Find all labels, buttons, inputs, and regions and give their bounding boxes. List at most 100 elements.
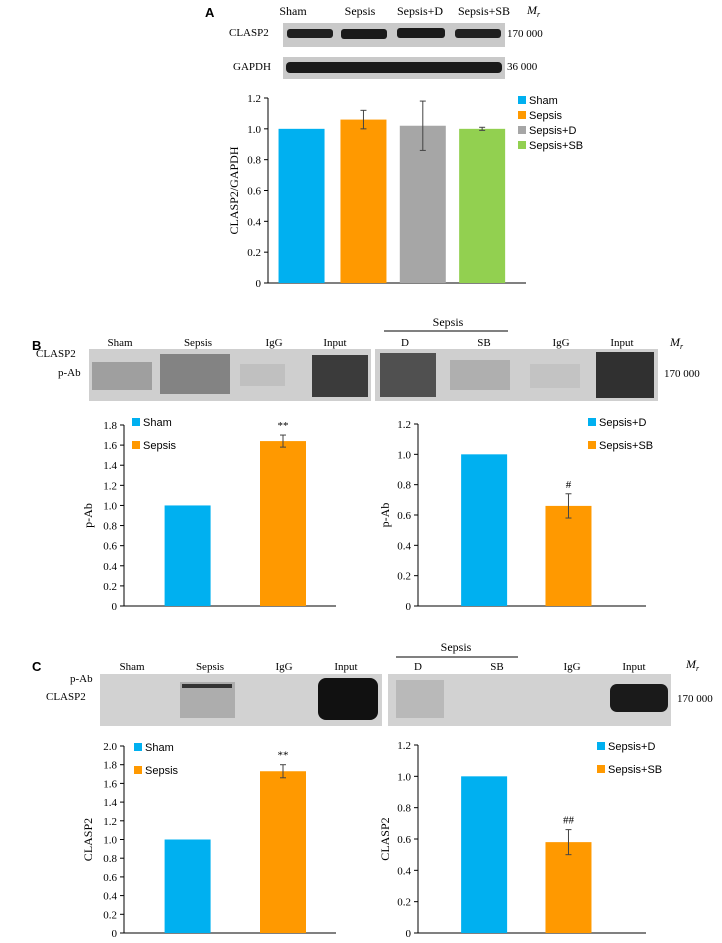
- y-axis-label: CLASP2: [378, 817, 392, 860]
- y-tick-label: 1.6: [103, 778, 117, 790]
- legend-label: Sepsis: [145, 765, 179, 777]
- y-tick-label: 0.8: [103, 853, 117, 865]
- y-tick-label: 1.0: [247, 124, 261, 136]
- legend-swatch: [588, 441, 596, 449]
- bar: [399, 125, 446, 283]
- blot-band: [397, 28, 445, 38]
- lane-label: IgG: [275, 661, 292, 673]
- y-tick-label: 1.4: [103, 797, 117, 809]
- y-tick-label: 0: [256, 278, 262, 290]
- mr-label: Mr: [669, 335, 684, 351]
- lane-label: Input: [610, 337, 633, 349]
- bar: [545, 842, 592, 933]
- legend-swatch: [518, 126, 526, 134]
- lane-label: Sepsis: [345, 4, 376, 18]
- panel-b-letter: B: [32, 338, 41, 353]
- legend-swatch: [588, 418, 596, 426]
- y-tick-label: 0.4: [103, 891, 117, 903]
- y-tick-label: 1.8: [103, 760, 117, 772]
- significance-label: **: [278, 750, 289, 762]
- bar: [461, 454, 508, 606]
- blot-band: [455, 29, 501, 38]
- blot-smear: [312, 355, 368, 397]
- legend-label: Sepsis+D: [599, 417, 646, 429]
- panel-c: C Sepsis Sham Sepsis IgG Input D SB IgG …: [32, 640, 713, 726]
- y-tick-label: 1.2: [247, 93, 261, 105]
- y-tick-label: 0.2: [247, 247, 261, 259]
- y-tick-label: 0: [406, 601, 412, 613]
- lane-label: IgG: [552, 337, 569, 349]
- y-tick-label: 0.8: [247, 155, 261, 167]
- y-tick-label: 0.6: [103, 872, 117, 884]
- significance-label: **: [278, 420, 289, 432]
- y-axis-label: CLASP2/GAPDH: [227, 146, 241, 234]
- bar: [260, 441, 306, 606]
- legend-label: Sepsis+D: [529, 125, 576, 137]
- legend-label: Sepsis+SB: [608, 764, 662, 776]
- row-label: CLASP2: [36, 348, 76, 360]
- bar: [260, 771, 306, 933]
- blot-band: [610, 684, 668, 712]
- blot-mw-label: 170 000: [507, 28, 543, 40]
- blot-row-label-clasp2: CLASP2: [229, 27, 269, 39]
- y-tick-label: 0.4: [247, 216, 261, 228]
- row-label: CLASP2: [46, 691, 86, 703]
- legend-swatch: [132, 418, 140, 426]
- chart-c-left: 0 0.2 0.4 0.6 0.8 1.0 1.2 1.4 1.6 1.8 2.0 CLASP2 ** S…: [81, 741, 336, 940]
- legend-label: Sepsis+SB: [529, 140, 583, 152]
- blot-smear: [92, 362, 152, 390]
- legend-swatch: [134, 766, 142, 774]
- legend-swatch: [518, 96, 526, 104]
- legend-swatch: [597, 765, 605, 773]
- y-axis-label: p-Ab: [81, 503, 95, 528]
- y-tick-label: 0.2: [397, 897, 411, 909]
- panel-c-letter: C: [32, 659, 42, 674]
- y-tick-label: 0: [112, 601, 118, 613]
- mr-label: Mr: [526, 3, 541, 19]
- row-label: p-Ab: [70, 673, 93, 685]
- bar: [164, 839, 211, 933]
- y-tick-label: 0.4: [103, 561, 117, 573]
- lane-label: SB: [477, 337, 490, 349]
- y-tick-label: 0.6: [247, 186, 261, 198]
- blot-band: [287, 29, 333, 38]
- lane-label: SB: [490, 661, 503, 673]
- lane-label: IgG: [265, 337, 282, 349]
- chart-c-right: 0 0.2 0.4 0.6 0.8 1.0 1.2 CLASP2 ## Sepsis+D Sepsi…: [378, 740, 662, 940]
- blot-mw-label: 170 000: [664, 368, 700, 380]
- bar: [459, 128, 506, 283]
- bar: [461, 776, 508, 933]
- y-tick-label: 1.2: [103, 480, 117, 492]
- blot-row-label-gapdh: GAPDH: [233, 61, 271, 73]
- lane-label: Input: [334, 661, 357, 673]
- y-axis-label: p-Ab: [378, 503, 392, 528]
- chart-b-left: 0 0.2 0.4 0.6 0.8 1.0 1.2 1.4 1.6 1.8 p-Ab ** Sham Se…: [81, 417, 336, 613]
- panel-a: A Sham Sepsis Sepsis+D Sepsis+SB Mr CLAS…: [205, 3, 543, 79]
- blot-smear: [160, 354, 230, 394]
- blot-smear: [380, 353, 436, 397]
- lane-label: Sham: [119, 661, 145, 673]
- legend-label: Sepsis+D: [608, 741, 655, 753]
- y-tick-label: 0.2: [103, 581, 117, 593]
- y-tick-label: 2.0: [103, 741, 117, 753]
- lane-label: Sepsis: [184, 337, 212, 349]
- lane-label: D: [414, 661, 422, 673]
- legend-label: Sham: [529, 95, 558, 107]
- y-tick-label: 0.4: [397, 865, 411, 877]
- significance-label: ##: [563, 815, 575, 827]
- lane-label: Sepsis+SB: [458, 4, 510, 18]
- blot-band: [286, 62, 502, 73]
- y-tick-label: 1.4: [103, 460, 117, 472]
- bar: [340, 119, 387, 283]
- blot-band: [341, 29, 387, 39]
- panel-a-letter: A: [205, 5, 215, 20]
- blot-smear: [530, 364, 580, 388]
- sepsis-header: Sepsis: [433, 315, 464, 329]
- lane-label: Input: [622, 661, 645, 673]
- y-tick-label: 1.0: [397, 771, 411, 783]
- y-tick-label: 1.6: [103, 440, 117, 452]
- y-tick-label: 0.2: [103, 909, 117, 921]
- y-tick-label: 0: [112, 928, 118, 940]
- lane-label: Sham: [279, 4, 307, 18]
